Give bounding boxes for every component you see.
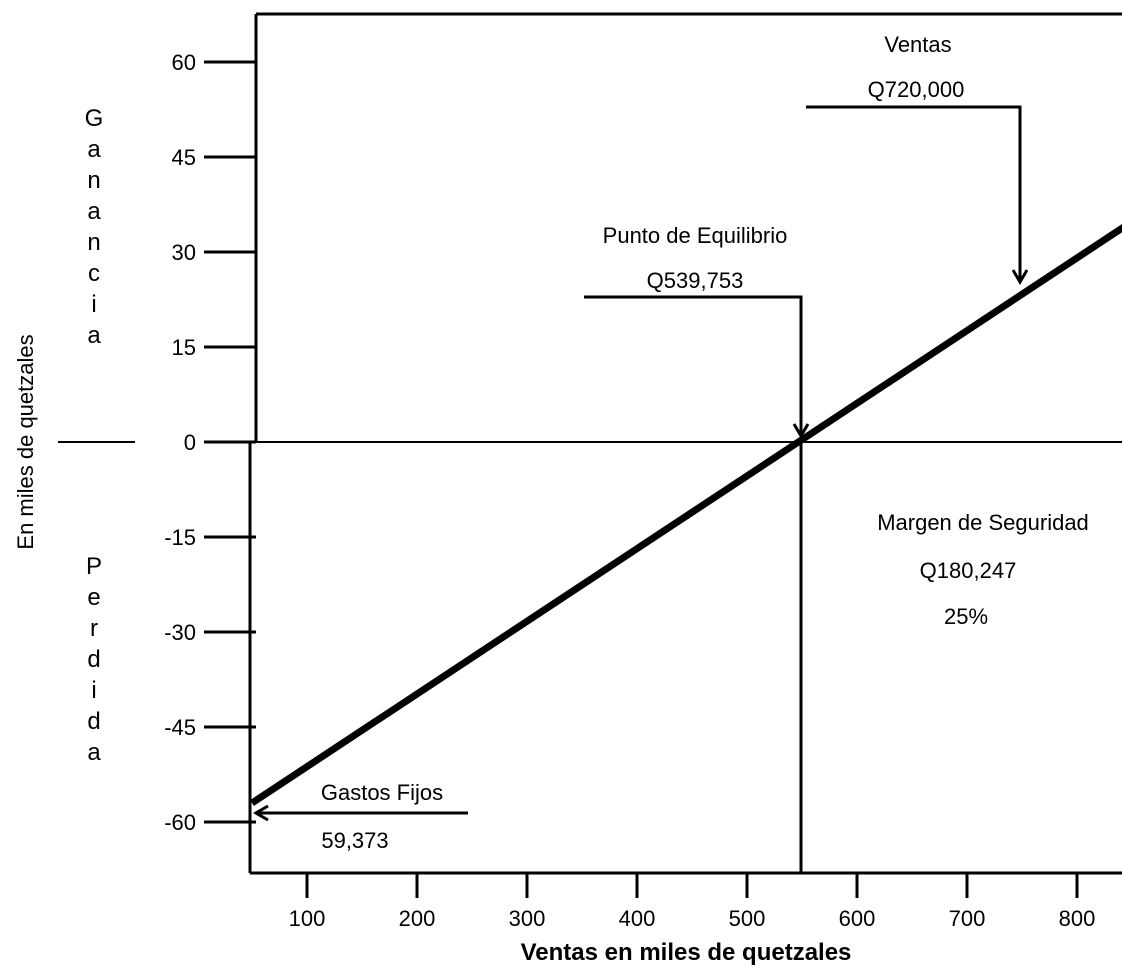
y-axis-title: En miles de quetzales (13, 334, 38, 549)
y-tick-label: -30 (164, 620, 196, 645)
series-layer (250, 224, 1122, 806)
stacked-letter: d (87, 708, 100, 735)
break-even-arrow (584, 295, 810, 439)
stacked-letter: n (87, 229, 100, 256)
y-tick-label: 60 (172, 50, 196, 75)
stacked-letter: e (87, 584, 100, 611)
stacked-letter: a (87, 136, 101, 163)
stacked-letter: a (87, 739, 101, 766)
x-tick-label: 700 (949, 906, 986, 931)
stacked-letter: i (91, 677, 96, 704)
stacked-letter: c (88, 260, 100, 287)
y-tick-label: 45 (172, 145, 196, 170)
stacked-letter: a (87, 322, 101, 349)
y-tick-label: -15 (164, 525, 196, 550)
sales-annotation-title: Ventas (884, 32, 951, 57)
y-tick-label: 0 (184, 430, 196, 455)
fixed-costs-value: 59,373 (321, 828, 388, 853)
stacked-letter: i (91, 291, 96, 318)
sales-arrow (806, 105, 1029, 285)
break-even-annotation-value: Q539,753 (647, 268, 744, 293)
x-tick-label: 600 (839, 906, 876, 931)
x-axis-ticks: 100 200 300 400 500 600 700 800 (289, 873, 1096, 931)
fixed-costs-title: Gastos Fijos (321, 780, 443, 805)
x-tick-label: 500 (729, 906, 766, 931)
y-tick-label: 15 (172, 335, 196, 360)
x-axis-title: Ventas en miles de quetzales (521, 939, 852, 966)
safety-margin-value: Q180,247 (920, 558, 1017, 583)
x-tick-label: 200 (399, 906, 436, 931)
x-tick-label: 300 (509, 906, 546, 931)
x-tick-label: 800 (1059, 906, 1096, 931)
y-tick-label: 30 (172, 240, 196, 265)
stacked-letter: a (87, 198, 101, 225)
stacked-letter: P (86, 553, 102, 580)
safety-margin-percent: 25% (944, 604, 988, 629)
profit-line (250, 224, 1122, 806)
stacked-letter: d (87, 646, 100, 673)
x-tick-label: 100 (289, 906, 326, 931)
y-axis-ticks: 60 45 30 15 0 -15 -30 -45 -60 (164, 50, 256, 835)
y-tick-label: -60 (164, 810, 196, 835)
stacked-letter: n (87, 167, 100, 194)
y-tick-label: -45 (164, 715, 196, 740)
safety-margin-title: Margen de Seguridad (877, 510, 1089, 535)
break-even-annotation-title: Punto de Equilibrio (603, 223, 788, 248)
x-tick-label: 400 (619, 906, 656, 931)
sales-annotation-value: Q720,000 (868, 77, 965, 102)
stacked-letter: G (85, 105, 104, 132)
stacked-letter: r (90, 615, 98, 642)
